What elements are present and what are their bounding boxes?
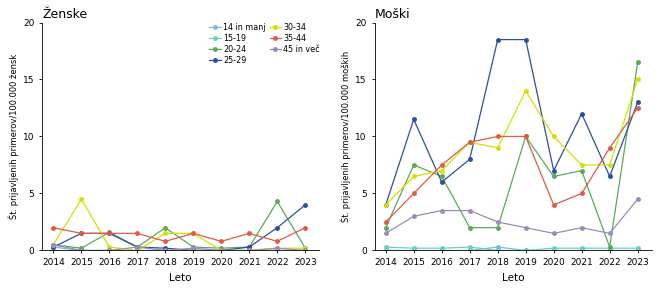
Y-axis label: Št. prijavljenih primerov/100.000 moških: Št. prijavljenih primerov/100.000 moških (341, 51, 351, 222)
Text: Moški: Moški (374, 8, 410, 21)
X-axis label: Leto: Leto (170, 273, 192, 283)
Legend: 14 in manj, 15-19, 20-24, 25-29, 30-34, 35-44, 45 in več: 14 in manj, 15-19, 20-24, 25-29, 30-34, … (209, 22, 321, 66)
X-axis label: Leto: Leto (502, 273, 524, 283)
Y-axis label: Št. prijavljenih primerov/100.000 žensk: Št. prijavljenih primerov/100.000 žensk (9, 54, 19, 219)
Text: Ženske: Ženske (42, 8, 87, 21)
